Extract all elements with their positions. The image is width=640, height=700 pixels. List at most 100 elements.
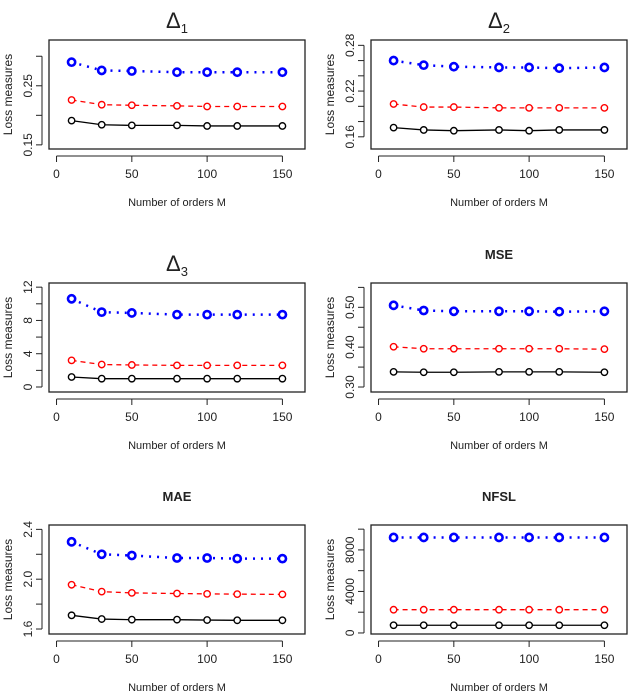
data-point-black-solid xyxy=(421,622,427,628)
data-point-blue-dotted xyxy=(495,64,502,71)
data-point-black-solid xyxy=(99,616,105,622)
data-point-black-solid xyxy=(174,122,180,128)
data-point-black-solid xyxy=(279,123,285,129)
data-point-blue-dotted xyxy=(128,67,135,74)
data-point-blue-dotted xyxy=(234,69,241,76)
data-point-black-solid xyxy=(174,616,180,622)
data-point-red-dashed xyxy=(129,590,135,596)
data-point-blue-dotted xyxy=(204,554,211,561)
data-point-black-solid xyxy=(390,124,396,130)
data-point-blue-dotted xyxy=(420,534,427,541)
data-point-blue-dotted xyxy=(204,311,211,318)
data-point-black-solid xyxy=(526,369,532,375)
chart-title: Δ2 xyxy=(488,8,510,36)
data-point-blue-dotted xyxy=(98,67,105,74)
x-tick-label: 0 xyxy=(375,167,382,181)
data-point-blue-dotted xyxy=(204,69,211,76)
x-tick-label: 50 xyxy=(125,410,139,424)
data-point-black-solid xyxy=(279,375,285,381)
x-axis-label: Number of orders M xyxy=(450,197,548,209)
x-tick-label: 100 xyxy=(197,652,217,666)
y-axis-label: Loss measures xyxy=(1,539,15,620)
data-point-red-dashed xyxy=(601,105,607,111)
x-axis-label: Number of orders M xyxy=(450,682,548,694)
y-tick-label: 0.15 xyxy=(21,133,35,157)
data-point-red-dashed xyxy=(279,103,285,109)
data-point-red-dashed xyxy=(556,346,562,352)
data-point-blue-dotted xyxy=(526,308,533,315)
y-tick-label: 0 xyxy=(343,629,357,636)
data-point-blue-dotted xyxy=(450,63,457,70)
data-point-black-solid xyxy=(129,122,135,128)
x-axis-label: Number of orders M xyxy=(128,682,226,694)
chart-title: Δ3 xyxy=(166,251,188,279)
data-point-red-dashed xyxy=(234,362,240,368)
y-tick-label: 0.25 xyxy=(21,74,35,98)
data-point-blue-dotted xyxy=(128,552,135,559)
y-tick-label: 1.6 xyxy=(21,620,35,637)
x-tick-label: 100 xyxy=(519,652,539,666)
data-point-red-dashed xyxy=(421,607,427,613)
data-point-red-dashed xyxy=(129,362,135,368)
data-point-black-solid xyxy=(234,375,240,381)
x-tick-label: 150 xyxy=(272,652,292,666)
data-point-black-solid xyxy=(234,123,240,129)
data-point-black-solid xyxy=(496,127,502,133)
y-axis-label: Loss measures xyxy=(1,297,15,378)
y-tick-label: 0.16 xyxy=(343,125,357,149)
data-point-black-solid xyxy=(390,369,396,375)
data-point-red-dashed xyxy=(234,591,240,597)
x-tick-label: 100 xyxy=(519,410,539,424)
data-point-blue-dotted xyxy=(420,307,427,314)
data-point-red-dashed xyxy=(279,362,285,368)
data-point-red-dashed xyxy=(496,607,502,613)
data-point-blue-dotted xyxy=(234,311,241,318)
data-point-black-solid xyxy=(174,375,180,381)
data-point-red-dashed xyxy=(174,590,180,596)
data-point-black-solid xyxy=(496,622,502,628)
plot-box xyxy=(49,40,305,149)
data-point-red-dashed xyxy=(390,101,396,107)
x-tick-label: 150 xyxy=(594,652,614,666)
x-tick-label: 0 xyxy=(375,410,382,424)
data-point-black-solid xyxy=(451,369,457,375)
data-point-black-solid xyxy=(390,622,396,628)
data-point-red-dashed xyxy=(279,591,285,597)
data-point-black-solid xyxy=(68,374,74,380)
data-point-black-solid xyxy=(601,622,607,628)
data-point-blue-dotted xyxy=(390,302,397,309)
x-tick-label: 0 xyxy=(375,652,382,666)
y-tick-label: 8000 xyxy=(343,536,357,563)
data-point-red-dashed xyxy=(556,105,562,111)
data-point-red-dashed xyxy=(421,104,427,110)
y-tick-label: 0.30 xyxy=(343,375,357,399)
data-point-black-solid xyxy=(601,369,607,375)
y-tick-label: 8 xyxy=(21,317,35,324)
data-point-red-dashed xyxy=(174,103,180,109)
data-point-red-dashed xyxy=(526,105,532,111)
data-point-red-dashed xyxy=(451,346,457,352)
data-point-red-dashed xyxy=(496,105,502,111)
data-point-black-solid xyxy=(99,375,105,381)
y-tick-label: 0.50 xyxy=(343,295,357,319)
data-point-blue-dotted xyxy=(68,59,75,66)
data-point-red-dashed xyxy=(204,591,210,597)
data-point-blue-dotted xyxy=(279,555,286,562)
data-point-red-dashed xyxy=(496,346,502,352)
data-point-red-dashed xyxy=(68,357,74,363)
data-point-red-dashed xyxy=(99,361,105,367)
data-point-blue-dotted xyxy=(234,555,241,562)
chart-title: NFSL xyxy=(482,489,516,504)
data-point-black-solid xyxy=(129,616,135,622)
data-point-blue-dotted xyxy=(173,69,180,76)
x-tick-label: 100 xyxy=(197,410,217,424)
data-point-blue-dotted xyxy=(450,308,457,315)
x-tick-label: 100 xyxy=(197,167,217,181)
x-tick-label: 100 xyxy=(519,167,539,181)
data-point-blue-dotted xyxy=(556,65,563,72)
data-point-black-solid xyxy=(556,622,562,628)
